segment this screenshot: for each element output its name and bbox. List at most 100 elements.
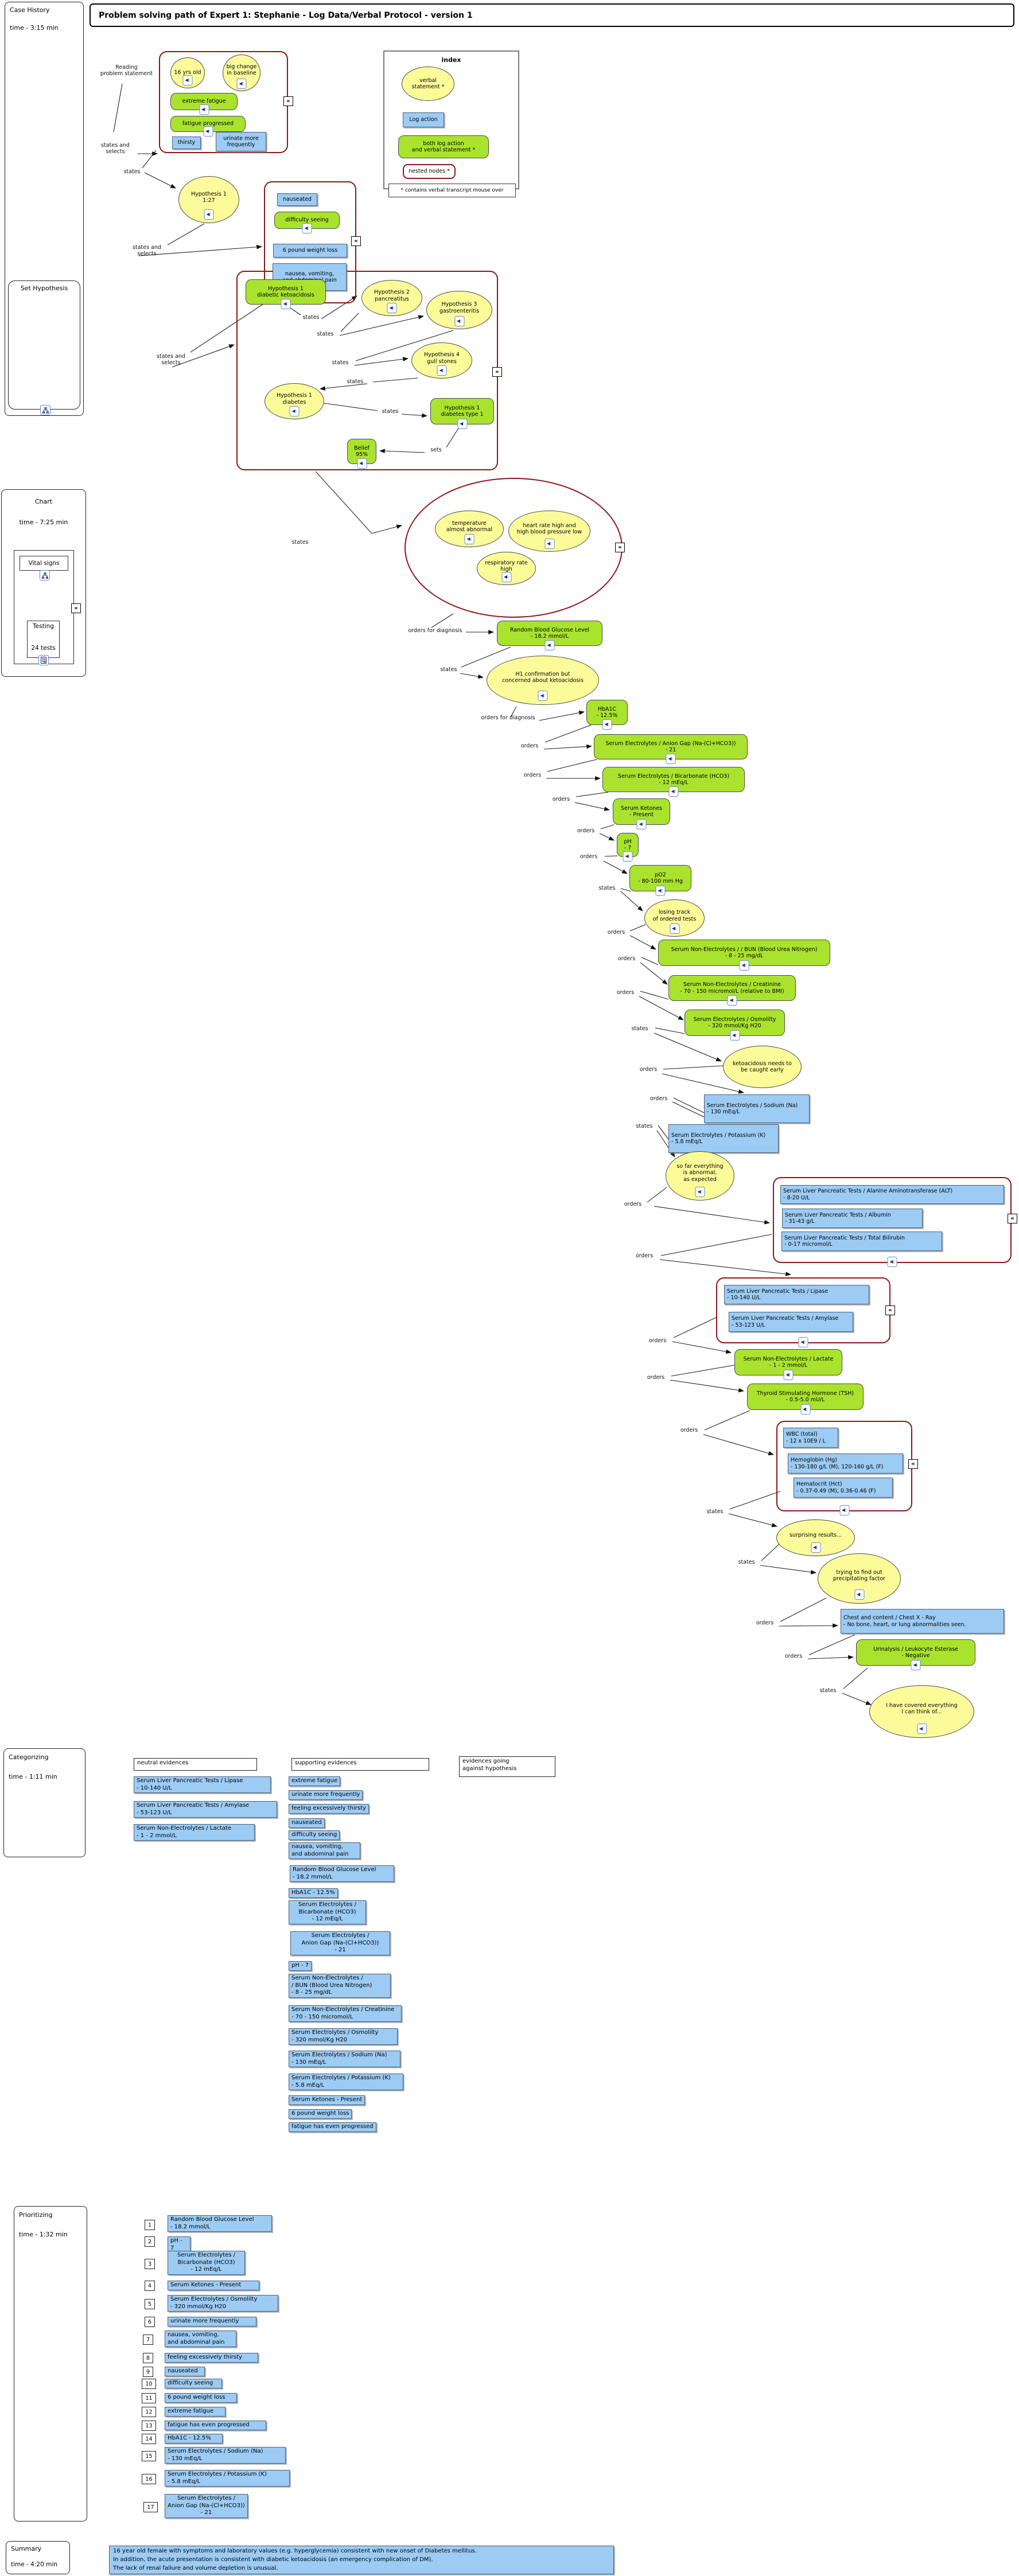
audio-icon[interactable] bbox=[800, 1404, 810, 1414]
supporting-item[interactable]: Serum Electrolytes / Osmolilty - 320 mmo… bbox=[289, 2028, 398, 2045]
node-h1-diabetes[interactable]: Hypothesis 1 diabetes bbox=[265, 383, 324, 419]
collapse-icon[interactable]: « bbox=[1008, 1214, 1017, 1223]
node-hba1c[interactable]: HbA1C - 12.5% bbox=[586, 700, 628, 730]
priority-item[interactable]: HbA1C - 12.5% bbox=[165, 2434, 223, 2444]
supporting-item[interactable]: Serum Electrolytes / Sodium (Na) - 130 m… bbox=[289, 2051, 400, 2067]
node-wbc[interactable]: WBC (total) - 12 x 10E9 / L bbox=[783, 1428, 838, 1448]
collapse-icon[interactable]: « bbox=[71, 603, 81, 613]
supporting-item[interactable]: Random Blood Glucose Level - 18.2 mmol/L bbox=[290, 1865, 394, 1882]
node-h2-pancreatitis[interactable]: Hypothesis 2 pancreatitus bbox=[361, 280, 422, 316]
priority-item[interactable]: Serum Electrolytes / Potassium (K) - 5.8… bbox=[165, 2470, 290, 2487]
node-losing-track[interactable]: losing track of ordered tests bbox=[644, 899, 705, 937]
node-amylase[interactable]: Serum Liver Pancreatic Tests / Amylase -… bbox=[729, 1312, 853, 1332]
node-creatinine[interactable]: Serum Non-Electrolytes / Creatinine - 70… bbox=[668, 975, 796, 1006]
audio-icon[interactable] bbox=[670, 923, 679, 934]
audio-icon[interactable] bbox=[357, 458, 367, 469]
tree-icon[interactable] bbox=[40, 570, 50, 580]
audio-icon[interactable] bbox=[289, 406, 300, 416]
node-covered-everything[interactable]: I have covered everything I can think of… bbox=[869, 1685, 974, 1738]
audio-icon[interactable] bbox=[281, 299, 291, 309]
node-ketoacidosis-early[interactable]: ketoacidosis needs to be caught early bbox=[723, 1046, 802, 1088]
collapse-icon[interactable]: « bbox=[615, 543, 625, 552]
priority-item[interactable]: Serum Ketones - Present bbox=[168, 2281, 259, 2290]
audio-icon[interactable] bbox=[302, 223, 312, 233]
audio-icon[interactable] bbox=[538, 691, 548, 701]
priority-item[interactable]: urinate more frequently bbox=[168, 2317, 256, 2326]
priority-item[interactable]: 6 pound weight loss bbox=[165, 2393, 237, 2403]
node-16-yrs-old[interactable]: 16 yrs old bbox=[170, 57, 205, 88]
audio-icon[interactable] bbox=[854, 1589, 864, 1600]
node-hypothesis1-127[interactable]: Hypothesis 1 1:27 bbox=[178, 176, 239, 223]
priority-item[interactable]: Serum Electrolytes / Osmolilty - 320 mmo… bbox=[168, 2295, 278, 2312]
supporting-item[interactable]: 6 pound weight loss bbox=[289, 2109, 352, 2119]
priority-item[interactable]: extreme fatigue bbox=[165, 2407, 225, 2417]
audio-icon[interactable] bbox=[204, 209, 214, 220]
supporting-item[interactable]: Serum Non-Electrolytes / Creatinine - 70… bbox=[289, 2005, 402, 2022]
node-alt[interactable]: Serum Liver Pancreatic Tests / Alanine A… bbox=[780, 1185, 1004, 1204]
audio-icon[interactable] bbox=[911, 1660, 921, 1670]
node-ph[interactable]: pH - 7 bbox=[617, 833, 639, 862]
vital-signs-node[interactable]: Vital signs bbox=[20, 556, 68, 571]
audio-icon[interactable] bbox=[544, 640, 555, 650]
node-extreme-fatigue[interactable]: extreme fatigue bbox=[170, 93, 238, 115]
supporting-item[interactable]: extreme fatigue bbox=[289, 1776, 341, 1786]
node-hematocrit[interactable]: Hematocrit (Hct) - 0.37-0.49 (M), 0.36-0… bbox=[794, 1478, 893, 1498]
supporting-item[interactable]: pH - 7 bbox=[289, 1961, 312, 1971]
audio-icon[interactable] bbox=[437, 365, 447, 376]
collapse-icon[interactable]: « bbox=[492, 367, 502, 377]
priority-item[interactable]: Serum Electrolytes / Sodium (Na) - 130 m… bbox=[165, 2447, 286, 2464]
audio-icon[interactable] bbox=[839, 1505, 849, 1515]
set-hypothesis-box[interactable]: Set Hypothesis bbox=[8, 280, 80, 410]
node-bicarbonate[interactable]: Serum Electrolytes / Bicarbonate (HCO3) … bbox=[602, 767, 745, 797]
priority-item[interactable]: Serum Electrolytes / Anion Gap (Na-(Cl+H… bbox=[165, 2494, 248, 2518]
priority-item[interactable]: nauseated bbox=[165, 2367, 205, 2376]
node-urinate-more[interactable]: urinate more frequently bbox=[216, 132, 266, 151]
audio-icon[interactable] bbox=[454, 316, 464, 326]
supporting-item[interactable]: difficulty seeing bbox=[289, 1830, 340, 1840]
supporting-item[interactable]: Serum Electrolytes / Anion Gap (Na-(Cl+H… bbox=[290, 1931, 390, 1955]
node-respiratory-rate[interactable]: respiratory rate high bbox=[477, 552, 536, 585]
audio-icon[interactable] bbox=[602, 719, 612, 730]
audio-icon[interactable] bbox=[798, 1337, 808, 1347]
node-lipase[interactable]: Serum Liver Pancreatic Tests / Lipase - … bbox=[724, 1285, 869, 1304]
audio-icon[interactable] bbox=[203, 126, 213, 137]
neutral-item[interactable]: Serum Liver Pancreatic Tests / Lipase - … bbox=[134, 1776, 271, 1793]
audio-icon[interactable] bbox=[739, 960, 749, 971]
supporting-item[interactable]: Serum Electrolytes / Bicarbonate (HCO3) … bbox=[289, 1900, 366, 1924]
node-bun[interactable]: Serum Non-Electrolytes / / BUN (Blood Ur… bbox=[658, 940, 830, 971]
node-h1-confirmation[interactable]: H1 confirmation but concerned about keto… bbox=[487, 656, 599, 705]
node-albumin[interactable]: Serum Liver Pancreatic Tests / Albumin -… bbox=[782, 1209, 923, 1228]
supporting-item[interactable]: nausea, vomiting, and abdominal pain bbox=[289, 1842, 360, 1859]
collapse-icon[interactable]: « bbox=[885, 1305, 895, 1315]
audio-icon[interactable] bbox=[668, 786, 679, 797]
supporting-item[interactable]: urinate more frequently bbox=[289, 1790, 363, 1800]
audio-icon[interactable] bbox=[730, 1030, 740, 1040]
node-potassium[interactable]: Serum Electrolytes / Potassium (K) - 5.8… bbox=[668, 1124, 779, 1153]
node-lactate[interactable]: Serum Non-Electrolytes / Lactate - 1 - 2… bbox=[734, 1349, 842, 1380]
node-precipitating-factor[interactable]: trying to find out precipitating factor bbox=[818, 1553, 901, 1604]
supporting-item[interactable]: fatigue has even progressed bbox=[289, 2122, 376, 2132]
collapse-icon[interactable]: « bbox=[351, 236, 361, 246]
priority-item[interactable]: difficulty seeing bbox=[165, 2379, 222, 2388]
supporting-item[interactable]: HbA1C - 12.5% bbox=[289, 1888, 338, 1898]
audio-icon[interactable] bbox=[887, 1257, 897, 1267]
supporting-item[interactable]: nauseated bbox=[289, 1818, 325, 1828]
node-big-change[interactable]: big change in baseline bbox=[223, 54, 260, 91]
audio-icon[interactable] bbox=[182, 75, 193, 85]
supporting-item[interactable]: Serum Ketones - Present bbox=[289, 2095, 365, 2105]
priority-item[interactable]: Serum Electrolytes / Bicarbonate (HCO3) … bbox=[168, 2251, 245, 2275]
node-osmolality[interactable]: Serum Electrolytes / Osmolilty - 320 mmo… bbox=[684, 1010, 785, 1040]
audio-icon[interactable] bbox=[655, 886, 666, 896]
collapse-icon[interactable]: « bbox=[908, 1459, 918, 1469]
node-heart-rate-bp[interactable]: heart rate high and high blood pressure … bbox=[508, 510, 590, 552]
node-h4-gull-stones[interactable]: Hypothesis 4 gull stones bbox=[411, 342, 472, 379]
supporting-item[interactable]: feeling excessively thirsty bbox=[289, 1804, 369, 1814]
node-h3-gastroenteritis[interactable]: Hypothesis 3 gastroenteritis bbox=[426, 291, 492, 329]
node-po2[interactable]: pO2 - 80-100 mm Hg bbox=[629, 865, 691, 896]
node-nauseated[interactable]: nauseated bbox=[277, 193, 317, 206]
audio-icon[interactable] bbox=[501, 572, 511, 582]
audio-icon[interactable] bbox=[636, 819, 647, 829]
audio-icon[interactable] bbox=[727, 995, 737, 1006]
audio-icon[interactable] bbox=[695, 1187, 705, 1197]
node-hemoglobin[interactable]: Hemoglobin (Hg) - 130-180 g/L (M), 120-1… bbox=[788, 1453, 903, 1474]
